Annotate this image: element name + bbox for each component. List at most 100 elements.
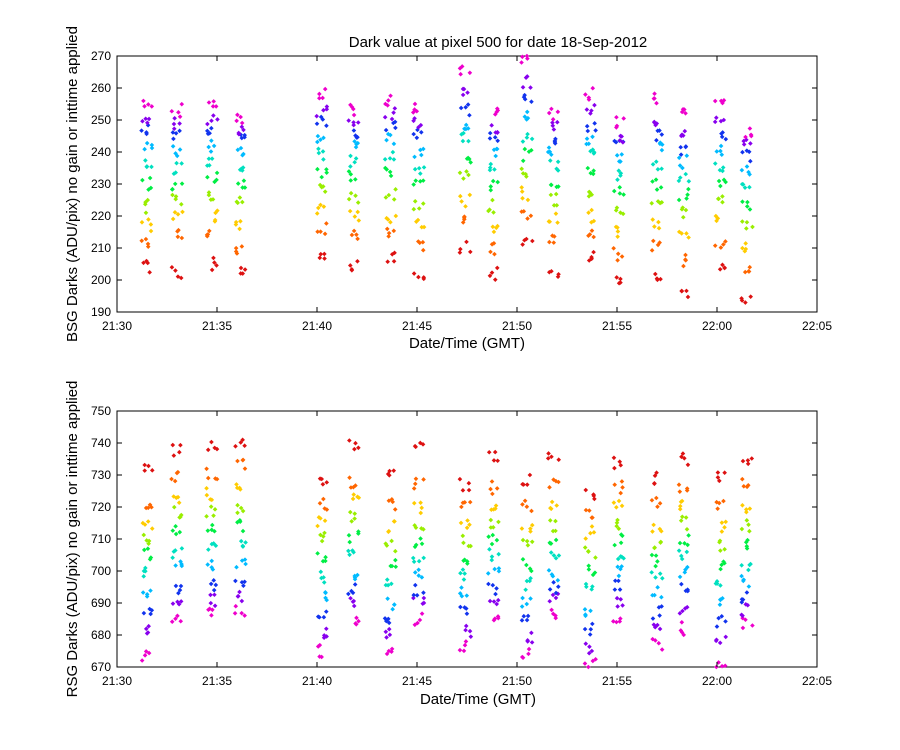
bsg-data-point	[242, 267, 248, 272]
bsg-data-point	[588, 148, 593, 154]
bsg-x-tick-label: 21:40	[302, 319, 332, 333]
bsg-data-point	[620, 140, 626, 145]
rsg-data-point	[583, 612, 588, 617]
rsg-data-point	[418, 536, 423, 541]
rsg-data-point	[352, 516, 357, 521]
bsg-data-point	[171, 171, 177, 176]
bsg-data-point	[242, 134, 247, 140]
rsg-data-point	[419, 505, 425, 511]
bsg-data-point	[494, 225, 499, 231]
rsg-data-point	[555, 584, 561, 590]
rsg-data-point	[652, 480, 657, 486]
rsg-data-point	[393, 557, 398, 563]
bsg-data-point	[748, 141, 753, 146]
rsg-data-point	[489, 479, 495, 484]
rsg-data-point	[144, 592, 150, 597]
rsg-data-point	[612, 482, 618, 487]
bsg-data-point	[587, 190, 593, 195]
rsg-data-point	[550, 573, 556, 579]
bsg-data-point	[621, 116, 626, 121]
bsg-data-point	[321, 157, 326, 162]
bsg-data-point	[411, 206, 417, 212]
rsg-data-point	[389, 563, 395, 569]
rsg-data-point	[141, 532, 147, 538]
bsg-data-point	[354, 141, 359, 147]
rsg-data-point	[173, 563, 178, 568]
rsg-data-point	[140, 590, 146, 595]
bsg-data-point	[173, 196, 179, 202]
rsg-data-point	[685, 564, 690, 570]
bsg-data-point	[179, 101, 185, 107]
bsg-data-point	[547, 239, 552, 245]
rsg-data-point	[321, 575, 326, 580]
rsg-data-point	[321, 580, 327, 585]
bsg-data-point	[169, 108, 175, 114]
rsg-data-point	[523, 587, 528, 593]
rsg-data-point	[206, 547, 211, 552]
rsg-data-point	[527, 472, 533, 478]
bsg-data-point	[744, 148, 750, 153]
bsg-data-point	[551, 127, 557, 132]
rsg-data-point	[493, 506, 498, 511]
rsg-data-point	[620, 533, 625, 539]
bsg-data-point	[355, 236, 360, 242]
bsg-data-point	[722, 265, 727, 270]
bsg-data-point	[489, 241, 495, 247]
bsg-data-point	[172, 210, 178, 215]
bsg-data-point	[421, 165, 427, 170]
bsg-data-point	[206, 100, 212, 105]
rsg-data-point	[414, 592, 420, 598]
bsg-data-point	[171, 126, 177, 132]
bsg-data-point	[390, 149, 396, 155]
bsg-data-point	[615, 257, 620, 263]
rsg-data-point	[529, 539, 535, 545]
bsg-data-point	[583, 92, 588, 97]
rsg-data-point	[204, 514, 209, 519]
rsg-data-point	[460, 488, 466, 493]
bsg-data-point	[613, 208, 619, 213]
bsg-data-point	[237, 167, 243, 173]
bsg-data-point	[494, 109, 499, 115]
rsg-y-tick-label: 710	[91, 532, 111, 546]
rsg-data-point	[319, 476, 325, 482]
rsg-data-point	[520, 655, 526, 661]
rsg-data-point	[619, 564, 624, 569]
bsg-data-point	[465, 126, 471, 131]
bsg-data-point	[175, 234, 181, 240]
rsg-data-point	[323, 609, 329, 614]
rsg-data-point	[420, 601, 426, 606]
bsg-data-point	[492, 251, 497, 257]
bsg-data-point	[141, 260, 146, 266]
bsg-data-point	[748, 294, 753, 299]
rsg-data-point	[520, 502, 525, 507]
rsg-data-point	[659, 594, 664, 600]
rsg-data-point	[145, 519, 151, 524]
bsg-data-point	[175, 274, 181, 279]
bsg-data-point	[468, 249, 473, 255]
bsg-data-point	[317, 255, 323, 261]
bsg-data-point	[741, 138, 747, 144]
rsg-data-point	[679, 514, 685, 520]
bsg-data-point	[177, 147, 183, 152]
bsg-data-point	[320, 149, 326, 154]
bsg-data-point	[619, 254, 625, 259]
rsg-data-point	[144, 631, 150, 636]
rsg-data-point	[655, 504, 660, 510]
rsg-data-point	[680, 451, 686, 456]
rsg-y-tick-label: 730	[91, 468, 111, 482]
bsg-data-point	[555, 159, 561, 165]
bsg-data-point	[319, 174, 325, 180]
rsg-data-point	[141, 547, 147, 553]
bsg-data-point	[521, 209, 527, 214]
rsg-data-point	[393, 548, 398, 554]
bsg-data-point	[467, 112, 472, 118]
bsg-data-point	[714, 115, 719, 121]
bsg-x-tick-label: 21:30	[102, 319, 132, 333]
bsg-data-point	[317, 95, 322, 101]
bsg-data-point	[238, 145, 244, 151]
bsg-data-point	[206, 190, 212, 195]
bsg-data-point	[653, 177, 659, 182]
bsg-data-point	[351, 228, 357, 234]
bsg-data-point	[519, 60, 524, 65]
rsg-data-point	[615, 556, 621, 562]
